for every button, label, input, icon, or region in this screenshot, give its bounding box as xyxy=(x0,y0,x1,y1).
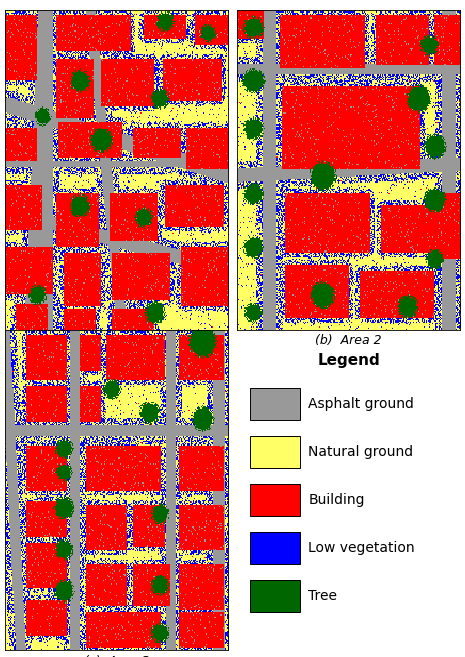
X-axis label: (b)  Area 2: (b) Area 2 xyxy=(315,334,382,348)
Text: Low vegetation: Low vegetation xyxy=(308,541,415,555)
FancyBboxPatch shape xyxy=(250,532,299,564)
Text: Legend: Legend xyxy=(317,353,380,367)
X-axis label: (a)  Area 1: (a) Area 1 xyxy=(83,334,150,348)
Text: Natural ground: Natural ground xyxy=(308,445,413,459)
FancyBboxPatch shape xyxy=(250,388,299,420)
Text: Tree: Tree xyxy=(308,589,338,603)
Text: Building: Building xyxy=(308,493,365,507)
Text: Asphalt ground: Asphalt ground xyxy=(308,397,414,411)
FancyBboxPatch shape xyxy=(250,484,299,516)
FancyBboxPatch shape xyxy=(250,580,299,612)
FancyBboxPatch shape xyxy=(250,436,299,468)
X-axis label: (c)  Area 3: (c) Area 3 xyxy=(84,654,149,657)
